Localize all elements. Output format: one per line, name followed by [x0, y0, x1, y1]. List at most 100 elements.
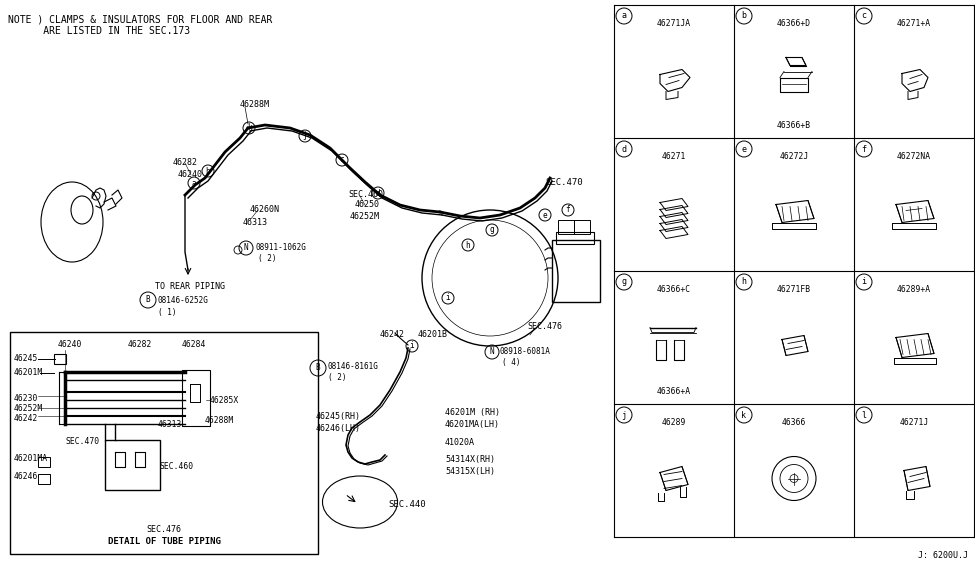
- Text: SEC.470: SEC.470: [545, 178, 583, 187]
- Text: 46201MA(LH): 46201MA(LH): [445, 420, 500, 429]
- Text: 46271FB: 46271FB: [777, 285, 811, 294]
- Text: 08146-8161G: 08146-8161G: [328, 362, 379, 371]
- Bar: [574, 220, 590, 234]
- Text: 46201MA: 46201MA: [14, 454, 48, 463]
- Text: 46284: 46284: [182, 340, 207, 349]
- Text: j: j: [302, 131, 307, 140]
- Text: a: a: [621, 11, 627, 20]
- Text: ( 1): ( 1): [158, 308, 176, 317]
- Text: B: B: [145, 295, 150, 305]
- Text: h: h: [742, 277, 747, 286]
- Text: 46366+D: 46366+D: [777, 19, 811, 28]
- Text: 46252M: 46252M: [14, 404, 43, 413]
- Text: 46271JA: 46271JA: [657, 19, 691, 28]
- Text: f: f: [862, 144, 867, 153]
- Text: 46245(RH): 46245(RH): [316, 412, 361, 421]
- Text: i: i: [446, 294, 450, 302]
- Text: 46272NA: 46272NA: [897, 152, 931, 161]
- Bar: [10, 332, 318, 554]
- Text: ( 2): ( 2): [258, 254, 277, 263]
- Text: SEC.476: SEC.476: [146, 525, 181, 534]
- Bar: [552, 240, 600, 302]
- Text: ( 4): ( 4): [502, 358, 521, 367]
- Text: g: g: [489, 225, 494, 234]
- Text: 46288M: 46288M: [240, 100, 270, 109]
- Text: 46313: 46313: [243, 218, 268, 227]
- Text: 46282: 46282: [173, 158, 198, 167]
- Bar: [182, 370, 210, 426]
- Text: e: e: [543, 211, 547, 220]
- Text: 46250: 46250: [355, 200, 380, 209]
- Text: SEC.460: SEC.460: [160, 462, 194, 471]
- Text: 41020A: 41020A: [445, 438, 475, 447]
- Bar: [105, 440, 160, 490]
- Bar: [38, 474, 50, 484]
- Text: 46240: 46240: [178, 170, 203, 179]
- Text: f: f: [566, 205, 570, 215]
- Text: 54314X(RH): 54314X(RH): [445, 455, 495, 464]
- Text: h: h: [466, 241, 470, 250]
- Text: N: N: [489, 348, 494, 357]
- Text: 46272J: 46272J: [779, 152, 808, 161]
- Text: 46282: 46282: [128, 340, 152, 349]
- Text: SEC.470: SEC.470: [66, 437, 100, 446]
- Text: 46246(LH): 46246(LH): [316, 424, 361, 433]
- Text: 46366+C: 46366+C: [657, 285, 691, 294]
- Text: b: b: [742, 11, 747, 20]
- Text: l: l: [862, 410, 867, 419]
- Text: 46245: 46245: [14, 354, 38, 363]
- Text: B: B: [316, 363, 321, 372]
- Text: i: i: [862, 277, 867, 286]
- Text: b: b: [206, 166, 211, 175]
- Text: g: g: [621, 277, 627, 286]
- Text: 46289+A: 46289+A: [897, 285, 931, 294]
- Text: a: a: [192, 178, 196, 187]
- Text: ( 2): ( 2): [328, 373, 346, 382]
- Text: 08918-6081A: 08918-6081A: [500, 347, 551, 356]
- Text: d: d: [375, 188, 380, 198]
- Text: J: 6200U.J: J: 6200U.J: [918, 551, 968, 560]
- Text: N: N: [244, 243, 249, 252]
- Text: 46201B: 46201B: [418, 330, 448, 339]
- Text: SEC.440: SEC.440: [388, 500, 426, 509]
- Text: 54315X(LH): 54315X(LH): [445, 467, 495, 476]
- Text: ARE LISTED IN THE SEC.173: ARE LISTED IN THE SEC.173: [8, 26, 190, 36]
- Text: 46285X: 46285X: [210, 396, 239, 405]
- Text: 46201M (RH): 46201M (RH): [445, 408, 500, 417]
- Bar: [54, 354, 66, 364]
- Text: 46201M: 46201M: [14, 368, 43, 377]
- Text: d: d: [621, 144, 627, 153]
- Text: 46260N: 46260N: [250, 205, 280, 214]
- Text: TO REAR PIPING: TO REAR PIPING: [155, 282, 225, 291]
- Text: 08146-6252G: 08146-6252G: [158, 296, 209, 305]
- Text: 46289: 46289: [662, 418, 686, 427]
- Text: SEC.476: SEC.476: [527, 322, 562, 331]
- Text: c: c: [339, 156, 344, 165]
- Text: DETAIL OF TUBE PIPING: DETAIL OF TUBE PIPING: [107, 537, 220, 546]
- Text: k: k: [247, 123, 252, 132]
- Text: 46240: 46240: [58, 340, 82, 349]
- Text: c: c: [862, 11, 867, 20]
- Text: k: k: [742, 410, 747, 419]
- Text: SEC.460: SEC.460: [348, 190, 383, 199]
- Text: 08911-1062G: 08911-1062G: [255, 243, 306, 252]
- Bar: [38, 457, 50, 467]
- Text: NOTE ) CLAMPS & INSULATORS FOR FLOOR AND REAR: NOTE ) CLAMPS & INSULATORS FOR FLOOR AND…: [8, 14, 272, 24]
- Bar: [556, 232, 594, 244]
- Text: 46252M: 46252M: [350, 212, 380, 221]
- Text: 46271J: 46271J: [899, 418, 928, 427]
- Text: 46313: 46313: [158, 420, 182, 429]
- Text: 46366: 46366: [782, 418, 806, 427]
- Text: 46230: 46230: [14, 394, 38, 403]
- Text: 46242: 46242: [14, 414, 38, 423]
- Text: 46271+A: 46271+A: [897, 19, 931, 28]
- Text: 46366+A: 46366+A: [657, 387, 691, 396]
- Bar: [558, 220, 574, 234]
- Text: 46288M: 46288M: [205, 416, 234, 425]
- Text: 46366+B: 46366+B: [777, 121, 811, 130]
- Text: 46242: 46242: [380, 330, 405, 339]
- Text: j: j: [621, 410, 627, 419]
- Text: e: e: [742, 144, 747, 153]
- Text: i: i: [410, 341, 414, 350]
- Text: 46246: 46246: [14, 472, 38, 481]
